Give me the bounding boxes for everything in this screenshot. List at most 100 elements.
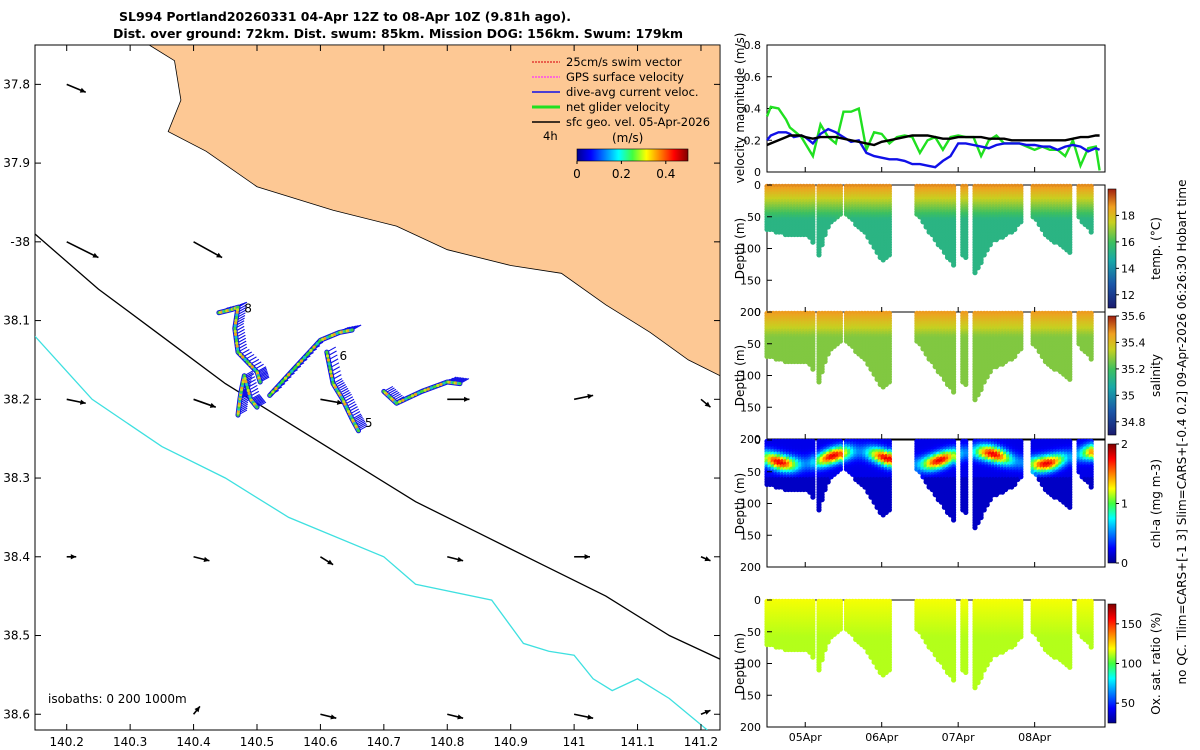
- track-position-dot: [423, 388, 427, 392]
- section-sample-dot: [1067, 376, 1073, 382]
- track-position-dot: [283, 376, 288, 380]
- map-y-tick-label: 37.9: [3, 156, 30, 170]
- section-colorbar-label: temp. (°C): [1149, 217, 1163, 280]
- map-x-tick-label: 141.2: [684, 735, 718, 749]
- section-sample-dot: [822, 358, 828, 365]
- section-sample-dot: [987, 242, 993, 248]
- track-position-dot: [235, 308, 240, 312]
- track-position-dot: [348, 412, 352, 416]
- track-position-dot: [410, 394, 414, 398]
- track-position-dot: [329, 370, 333, 374]
- track-position-dot: [255, 405, 259, 409]
- map-y-tick-label: 38.3: [3, 471, 30, 485]
- track-position-dot: [245, 382, 249, 387]
- track-position-dot: [243, 377, 247, 381]
- map-x-tick-label: 140.9: [494, 735, 528, 749]
- track-position-dot: [244, 379, 248, 384]
- section-sample-dot: [837, 338, 844, 344]
- map-y-tick-label: 37.8: [3, 77, 30, 91]
- geo-vector-arrowhead: [704, 709, 711, 715]
- section-sample-dot: [987, 369, 993, 375]
- map-x-tick-label: 141.1: [620, 735, 654, 749]
- track-position-dot: [345, 407, 349, 411]
- velocity-y-tick-label: 0.8: [744, 39, 762, 52]
- track-position-dot: [315, 342, 319, 346]
- track-position-dot: [325, 350, 329, 354]
- legend-gps-label: GPS surface velocity: [566, 70, 684, 84]
- section-sample-dot: [886, 379, 893, 385]
- map-x-tick-label: 141: [563, 735, 586, 749]
- map-x-tick-label: 140.7: [367, 735, 401, 749]
- track-position-dot: [238, 352, 242, 357]
- section-sample-dot: [825, 351, 831, 357]
- track-position-dot: [346, 410, 351, 414]
- track-position-dot: [241, 355, 245, 359]
- track-position-dot: [233, 332, 238, 336]
- geo-vector-arrowhead: [79, 87, 86, 93]
- track-position-dot: [235, 344, 239, 348]
- speed-colorbar-tick-label: 0: [573, 167, 581, 181]
- track-position-dot: [325, 354, 330, 358]
- track-position-dot: [299, 359, 303, 363]
- track-position-dot: [290, 369, 294, 373]
- speed-colorbar-tick-label: 0.4: [656, 167, 675, 181]
- track-position-dot: [233, 326, 237, 331]
- segment-number-label: 8: [244, 302, 252, 316]
- segment-number-label: 6: [339, 349, 347, 363]
- geo-vector-arrowhead: [464, 396, 470, 402]
- section-sample-dot: [837, 211, 844, 217]
- section-sample-dot: [819, 242, 825, 248]
- track-position-dot: [234, 338, 238, 342]
- track-position-dot: [350, 328, 354, 332]
- figure-title-line2: Dist. over ground: 72km. Dist. swum: 85k…: [113, 26, 683, 41]
- colorbar-units: (m/s): [612, 131, 643, 145]
- track-position-dot: [341, 397, 345, 401]
- track-position-dot: [349, 414, 353, 419]
- geo-vector-arrowhead: [327, 559, 334, 565]
- section-sample-dot: [886, 252, 893, 258]
- legend-swim-label: 25cm/s swim vector: [566, 55, 682, 69]
- track-position-dot: [404, 397, 408, 401]
- segment-labels: 865: [244, 302, 372, 430]
- geo-vector-arrowhead: [587, 714, 594, 720]
- track-position-dot: [234, 335, 238, 339]
- section-profile-dots: [764, 183, 1094, 276]
- geo-vector-arrowhead: [704, 556, 711, 562]
- section-y-tick-label: 50: [747, 338, 761, 351]
- track-position-dot: [426, 387, 430, 391]
- track-position-dot: [243, 357, 247, 362]
- geo-vector-arrowhead: [209, 402, 216, 408]
- track-map: 865 140.2 140.3 140.4 140.5 140.6 140.7 140.8 1…: [3, 44, 721, 749]
- track-position-dot: [268, 393, 272, 397]
- glider-track: [216, 301, 470, 434]
- track-position-dot: [274, 386, 278, 391]
- track-position-dot: [306, 352, 310, 356]
- track-position-dot: [356, 429, 361, 433]
- track-position-dot: [413, 392, 418, 396]
- section-sample-dot: [816, 379, 822, 385]
- geo-vector-arrowhead: [79, 399, 86, 405]
- track-position-dot: [258, 380, 262, 384]
- velocity-y-axis: 00.20.40.60.8: [744, 39, 772, 179]
- section-sample-dot: [816, 507, 822, 513]
- section-sample-dot: [1088, 356, 1094, 362]
- speed-colorbar-ticks: 0 0.2 0.4: [573, 161, 675, 181]
- legend-time-label: 4h: [543, 129, 558, 143]
- track-position-dot: [271, 390, 275, 394]
- section-colorbar-tick-label: 18: [1121, 209, 1135, 222]
- map-y-tick-label: 38.1: [3, 314, 30, 328]
- isobath-1000m: [35, 335, 708, 730]
- legend-dive-avg-label: dive-avg current veloc.: [566, 85, 699, 99]
- map-y-tick-label: 38.5: [3, 629, 30, 643]
- section-sample-dot: [810, 239, 816, 245]
- section-y-tick-label: 50: [747, 211, 761, 224]
- track-position-dot: [309, 348, 313, 353]
- track-position-dot: [236, 350, 240, 354]
- track-position-dot: [234, 318, 238, 323]
- section-sample-dot: [981, 252, 987, 258]
- track-position-dot: [296, 362, 300, 366]
- track-position-dot: [442, 381, 446, 385]
